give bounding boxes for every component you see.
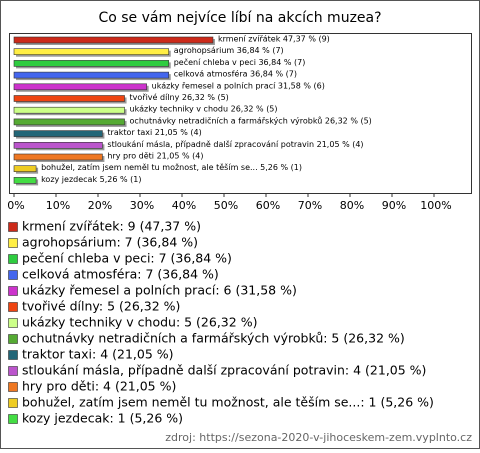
value-label: tvořivé dílny 26,32 % (5) [130,92,229,102]
legend-label: pečení chleba v peci: 7 (36,84 %) [22,251,232,266]
value-label: ochutnávky netradičních a farmářských vý… [130,115,372,125]
value-label: pečení chleba v peci 36,84 % (7) [174,57,306,67]
legend-swatch [8,350,18,360]
legend-label: tvořivé dílny: 5 (26,32 %) [22,299,180,314]
legend-swatch [8,318,18,328]
legend-label: ukázky techniky v chodu: 5 (26,32 %) [22,315,257,330]
value-label: hry pro děti 21,05 % (4) [107,152,203,161]
legend-label: kozy jezdecak: 1 (5,26 %) [22,411,183,426]
legend-swatch [8,286,18,296]
legend-label: bohužel, zatím jsem neměl tu možnost, al… [22,395,434,410]
legend-swatch [8,382,18,392]
x-tick-label: 70% [298,199,322,212]
x-tick-label: 100% [420,199,451,212]
legend-label: krmení zvířátek: 9 (47,37 %) [22,219,201,234]
value-label: traktor taxi 21,05 % (4) [107,128,201,137]
x-tick-label: 60% [256,199,280,212]
legend-swatch [8,398,18,408]
bar [13,130,103,137]
legend-swatch [8,414,18,424]
legend-label: agrohopsárium: 7 (36,84 %) [22,235,198,250]
legend-label: ochutnávky netradičních a farmářských vý… [22,331,405,346]
legend-swatch [8,238,18,248]
value-label: agrohopsárium 36,84 % (7) [174,46,284,55]
legend-label: stloukání másla, případně další zpracová… [22,363,426,378]
value-label: krmení zvířátek 47,37 % (9) [218,35,330,44]
value-label: ukázky techniky v chodu 26,32 % (5) [130,105,278,114]
chart-title: Co se vám nejvíce líbí na akcích muzea? [98,10,381,26]
value-label: ukázky řemesel a polních prací 31,58 % (… [152,81,325,90]
x-tick-label: 20% [88,199,112,212]
legend-label: hry pro děti: 4 (21,05 %) [22,379,176,394]
bar [13,165,37,172]
x-tick-label: 90% [382,199,406,212]
x-tick-label: 10% [46,199,70,212]
legend-swatch [8,254,18,264]
bar [13,36,214,44]
legend-label: celková atmosféra: 7 (36,84 %) [22,267,219,282]
legend-swatch [8,366,18,376]
legend-label: ukázky řemesel a polních prací: 6 (31,58… [22,283,297,298]
bar [13,95,125,102]
legend-swatch [8,270,18,280]
value-label: stloukání másla, případně další zpracová… [107,139,363,149]
x-tick-label: 50% [214,199,238,212]
value-label: kozy jezdecak 5,26 % (1) [41,175,141,184]
bar [13,118,125,126]
bar [13,71,170,79]
legend-swatch [8,302,18,312]
bar [13,83,147,91]
bar [13,153,103,161]
x-tick-label: 30% [130,199,154,212]
bar [13,177,37,184]
value-label: bohužel, zatím jsem neměl tu možnost, al… [41,162,302,172]
x-tick-label: 0% [7,199,24,212]
source: zdroj: https://sezona-2020-v-jihoceskem-… [165,431,472,444]
legend-swatch [8,222,18,232]
x-tick-label: 40% [172,199,196,212]
bar [13,60,170,67]
legend-swatch [8,334,18,344]
legend-label: traktor taxi: 4 (21,05 %) [22,347,174,362]
bar [13,142,103,149]
x-tick-label: 80% [340,199,364,212]
bar [13,48,170,56]
value-label: celková atmosféra 36,84 % (7) [174,69,297,79]
bar [13,106,125,114]
